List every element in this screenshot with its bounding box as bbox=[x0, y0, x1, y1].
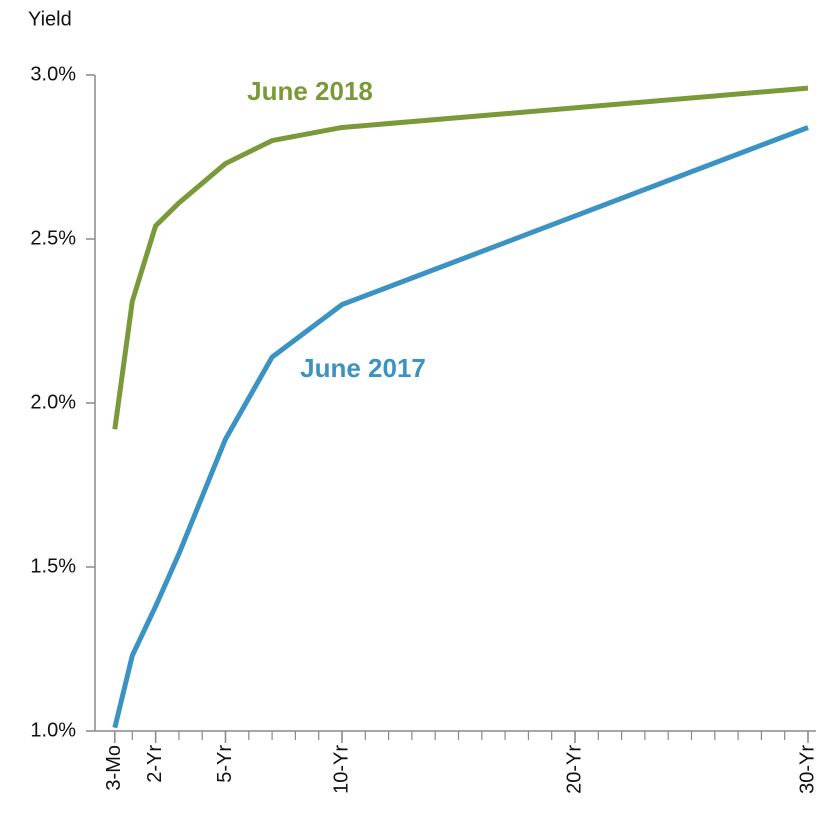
y-axis-label: Yield bbox=[28, 8, 72, 30]
x-tick-label: 10-Yr bbox=[330, 745, 352, 794]
y-tick-label: 1.5% bbox=[30, 555, 76, 577]
series-line bbox=[112, 85, 809, 430]
y-tick-label: 2.0% bbox=[30, 391, 76, 413]
x-tick-label: 2-Yr bbox=[144, 745, 166, 783]
series-line bbox=[112, 125, 809, 729]
y-tick-label: 1.0% bbox=[30, 719, 76, 741]
y-tick-label: 2.5% bbox=[30, 227, 76, 249]
series-label: June 2017 bbox=[300, 353, 426, 383]
x-tick-label: 3-Mo bbox=[103, 745, 125, 791]
x-tick-label: 30-Yr bbox=[796, 745, 818, 794]
x-tick-label: 20-Yr bbox=[563, 745, 585, 794]
y-tick-label: 3.0% bbox=[30, 63, 76, 85]
series-label: June 2018 bbox=[247, 76, 373, 106]
x-tick-label: 5-Yr bbox=[214, 745, 236, 783]
